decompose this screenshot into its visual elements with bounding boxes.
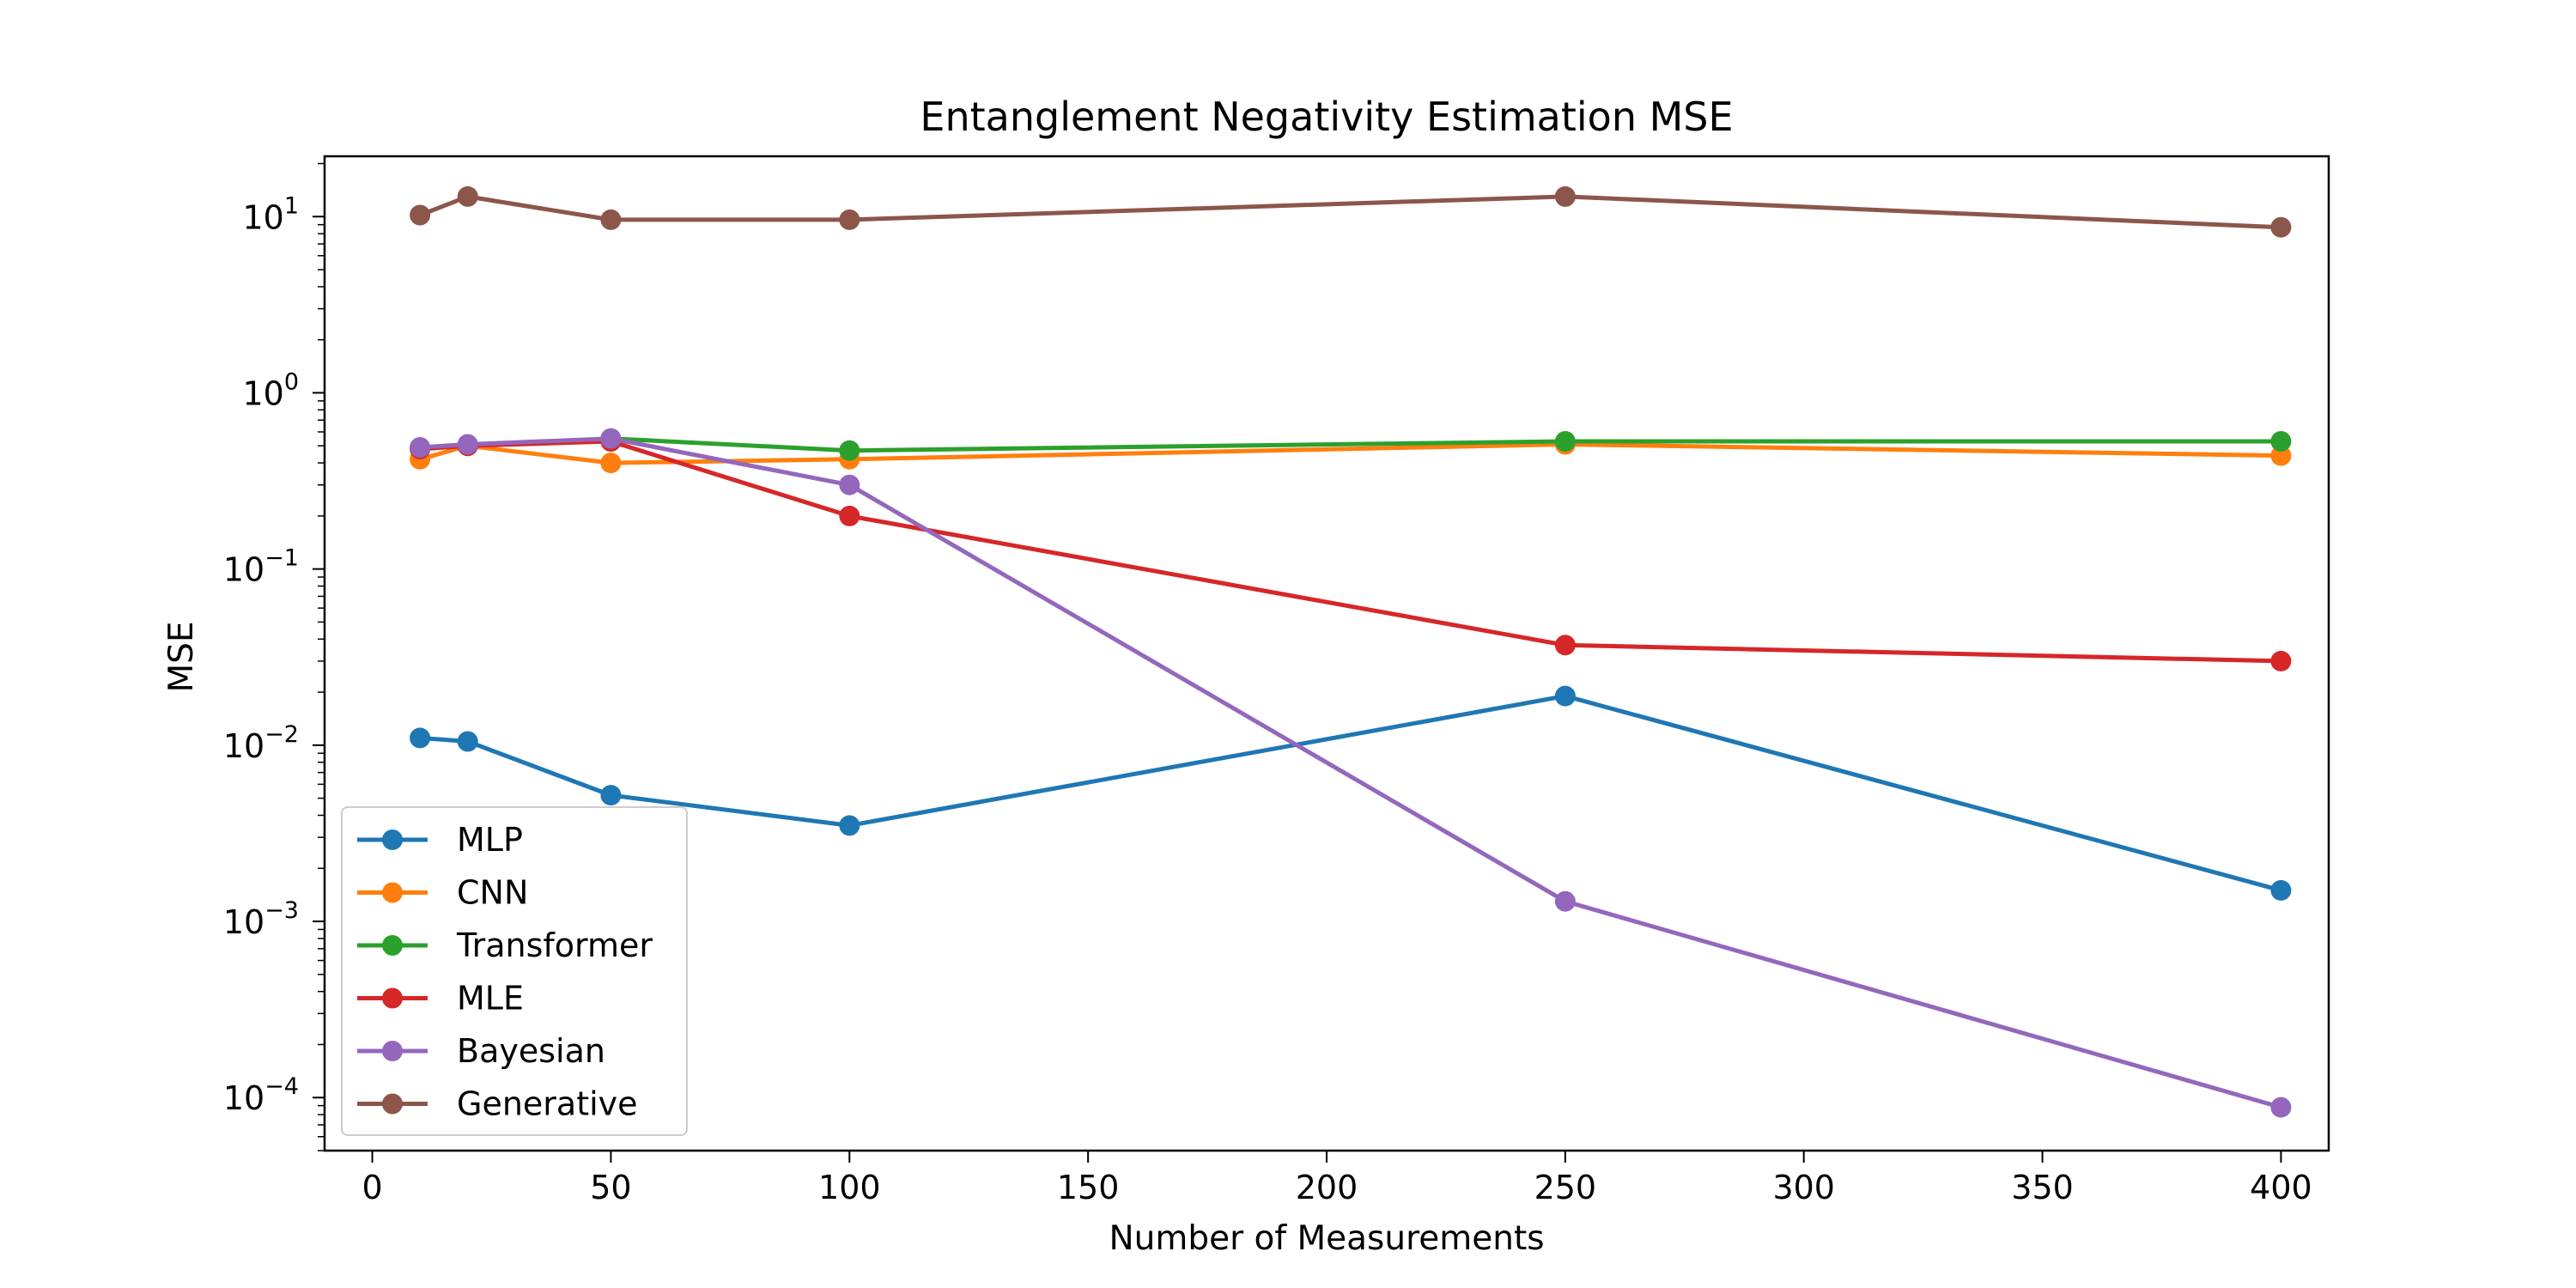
data-point	[410, 204, 431, 226]
series-generative	[410, 185, 2292, 238]
data-point	[839, 209, 860, 230]
y-tick-label: 10−1	[223, 545, 299, 589]
data-point	[457, 731, 478, 752]
legend-marker	[382, 1093, 403, 1115]
y-tick-label: 100	[242, 368, 299, 412]
data-point	[600, 453, 622, 474]
legend-marker	[382, 829, 403, 850]
data-point	[2270, 1097, 2292, 1118]
legend-marker	[382, 882, 403, 903]
y-tick-label: 10−3	[223, 897, 299, 941]
legend-item: Generative	[357, 1085, 638, 1123]
legend-item: MLP	[357, 821, 523, 859]
legend-label: Generative	[457, 1085, 638, 1123]
x-axis-label: Number of Measurements	[1109, 1219, 1544, 1258]
series-mlp	[410, 685, 2292, 901]
data-point	[457, 185, 478, 207]
series-line	[419, 436, 2282, 1110]
legend-label: CNN	[457, 874, 528, 912]
data-point	[410, 437, 431, 458]
y-tick-label: 10−2	[223, 721, 299, 765]
legend-box	[341, 806, 688, 1136]
data-point	[2270, 216, 2292, 238]
data-point	[1554, 685, 1576, 707]
x-tick-label: 0	[361, 1169, 382, 1206]
legend: MLP CNN Transformer MLE Bayesian Generative	[341, 806, 688, 1136]
legend-label: Bayesian	[457, 1032, 605, 1070]
x-tick-label: 400	[2250, 1169, 2312, 1206]
data-point	[839, 815, 860, 836]
x-tick-label: 100	[818, 1169, 881, 1206]
data-point	[600, 785, 622, 806]
x-tick-label: 150	[1057, 1169, 1120, 1206]
legend-item: CNN	[357, 874, 528, 912]
chart-title: Entanglement Negativity Estimation MSE	[920, 94, 1733, 140]
y-axis: 10−4 10−3 10−2 10−1 100 101	[223, 162, 325, 1151]
data-point	[1554, 431, 1576, 452]
x-tick-label: 350	[2011, 1169, 2074, 1206]
data-point	[839, 440, 860, 461]
plot-area	[323, 155, 2330, 1152]
legend-marker	[382, 935, 403, 956]
legend-label: Transformer	[456, 927, 653, 964]
data-point	[2270, 650, 2292, 671]
series-bayesian	[410, 428, 2292, 1118]
data-point	[2270, 445, 2292, 466]
x-axis: 0 50 100 150 200 250 300 350 400	[361, 1151, 2312, 1206]
data-point	[1554, 635, 1576, 656]
legend-item: MLE	[357, 980, 524, 1018]
data-point	[2270, 431, 2292, 452]
data-point	[2270, 879, 2292, 901]
y-tick-label: 101	[242, 192, 299, 236]
y-tick-label: 10−4	[223, 1073, 299, 1117]
data-point	[457, 434, 478, 455]
legend-item: Transformer	[357, 927, 653, 964]
series-line	[419, 439, 2281, 664]
series-line	[419, 194, 2281, 230]
x-tick-label: 250	[1534, 1169, 1597, 1206]
legend-item: Bayesian	[357, 1032, 605, 1070]
data-point	[1554, 185, 1576, 207]
data-point	[839, 505, 860, 526]
x-tick-label: 50	[590, 1169, 631, 1206]
y-axis-label: MSE	[162, 621, 201, 692]
legend-label: MLP	[457, 821, 523, 859]
data-point	[1554, 890, 1576, 912]
data-point	[839, 474, 860, 495]
x-tick-label: 200	[1296, 1169, 1358, 1206]
legend-marker	[382, 1041, 403, 1061]
series-line	[419, 694, 2282, 893]
legend-label: MLE	[457, 980, 524, 1018]
data-point	[410, 727, 431, 749]
data-point	[600, 428, 622, 449]
data-point	[600, 209, 622, 230]
x-tick-label: 300	[1772, 1169, 1835, 1206]
series-mle	[410, 431, 2292, 671]
legend-marker	[382, 987, 403, 1009]
